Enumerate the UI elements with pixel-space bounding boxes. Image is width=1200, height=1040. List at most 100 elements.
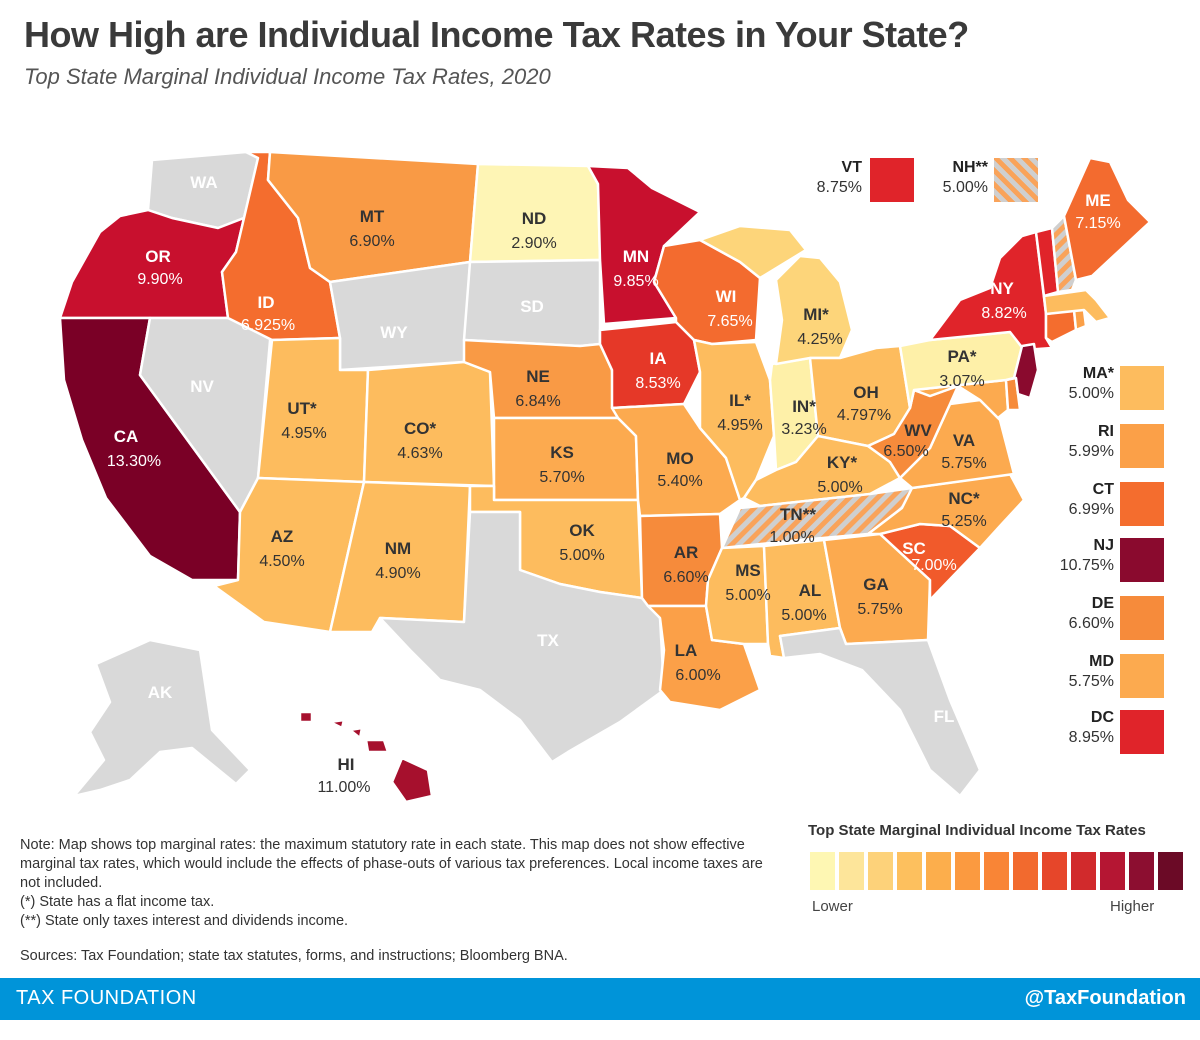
svg-text:9.90%: 9.90% [137,271,182,288]
svg-text:WY: WY [380,323,408,342]
legend-md-rate: 5.75% [1068,673,1114,690]
scale-cell [1129,852,1154,890]
state-label-MN: MN 9.85% [613,247,658,290]
scale-cell [1042,852,1067,890]
state-label-LA: LA 6.00% [675,641,721,684]
legend-ma-rate: 5.00% [1068,385,1114,402]
svg-text:HI: HI [338,755,355,774]
svg-text:5.00%: 5.00% [725,587,770,604]
state-IL[interactable] [692,338,776,502]
state-MI-UP[interactable] [698,224,808,280]
svg-text:7.15%: 7.15% [1075,215,1120,232]
state-label-NV: NV [190,377,214,396]
legend-de-label: DE [1091,595,1114,612]
svg-text:IA: IA [650,349,667,368]
legend-ri-label: RI [1098,423,1114,440]
state-label-TN: TN** 1.00% [769,505,816,546]
state-label-NE: NE 6.84% [515,367,560,410]
state-NJ[interactable] [1012,342,1040,400]
svg-text:WA: WA [190,173,217,192]
state-label-PA: PA* 3.07% [939,347,984,390]
svg-text:6.50%: 6.50% [883,443,928,460]
state-label-FL: FL [934,707,955,726]
svg-text:4.95%: 4.95% [281,425,326,442]
svg-text:5.75%: 5.75% [941,455,986,472]
svg-text:ID: ID [258,293,275,312]
state-FL[interactable] [778,626,982,798]
legend-de-swatch [1120,596,1164,640]
state-ME[interactable] [1062,156,1152,282]
state-label-WY: WY [380,323,408,342]
legend-ri: RI 5.99% [1048,422,1198,472]
state-label-TX: TX [537,631,559,650]
scale-cell [868,852,893,890]
state-RI[interactable] [1072,308,1088,332]
svg-text:LA: LA [675,641,698,660]
svg-text:5.00%: 5.00% [781,607,826,624]
legend-ct-swatch [1120,482,1164,526]
svg-text:NC*: NC* [948,489,980,508]
scale-cell [1013,852,1038,890]
svg-text:6.60%: 6.60% [663,569,708,586]
svg-text:SD: SD [520,297,544,316]
svg-text:TX: TX [537,631,559,650]
svg-text:OH: OH [853,383,879,402]
svg-text:PA*: PA* [948,347,977,366]
svg-text:UT*: UT* [287,399,317,418]
svg-text:OR: OR [145,247,171,266]
state-MA[interactable] [1042,288,1112,324]
state-WY[interactable] [328,260,472,372]
svg-text:9.85%: 9.85% [613,273,658,290]
state-label-WA: WA [190,173,217,192]
state-label-ND: ND 2.90% [511,209,556,252]
state-label-WV: WV 6.50% [883,421,932,460]
legend-ct-rate: 6.99% [1068,501,1114,518]
state-CO[interactable] [362,360,496,488]
scale-cell [1071,852,1096,890]
svg-text:5.00%: 5.00% [817,479,862,496]
state-MI[interactable] [774,254,854,366]
footer-brand: TAX FOUNDATION [16,987,197,1009]
scale-cell [984,852,1009,890]
state-label-AR: AR 6.60% [663,543,708,586]
legend-md-swatch [1120,654,1164,698]
svg-text:6.00%: 6.00% [675,667,720,684]
svg-text:NM: NM [385,539,411,558]
state-label-SD: SD [520,297,544,316]
state-NC[interactable] [866,472,1026,550]
legend-nh-swatch [994,158,1038,202]
svg-text:GA: GA [863,575,889,594]
scale-cell [897,852,922,890]
legend-dc-rate: 8.95% [1068,729,1114,746]
svg-text:VA: VA [953,431,975,450]
svg-text:FL: FL [934,707,955,726]
state-label-AK: AK [148,683,173,702]
svg-text:ME: ME [1085,191,1111,210]
state-TX[interactable] [378,510,666,764]
page-subtitle: Top State Marginal Individual Income Tax… [24,64,551,89]
svg-text:TN**: TN** [780,505,816,524]
state-HI[interactable] [298,710,434,804]
state-MS[interactable] [704,544,770,646]
legend-dc-label: DC [1090,709,1114,726]
state-label-NM: NM 4.90% [375,539,420,582]
state-NH[interactable] [1050,214,1078,294]
svg-text:4.797%: 4.797% [837,407,891,424]
state-label-IA: IA 8.53% [635,349,680,392]
state-CT[interactable] [1044,308,1078,344]
legend-ma: MA* 5.00% [1048,364,1198,414]
svg-text:6.925%: 6.925% [241,317,295,334]
legend-vt-rate: 8.75% [816,179,862,196]
svg-text:3.23%: 3.23% [781,421,826,438]
state-AK[interactable] [72,638,252,798]
state-label-OK: OK 5.00% [559,521,604,564]
state-label-IN: IN* 3.23% [781,397,826,438]
svg-text:6.84%: 6.84% [515,393,560,410]
svg-text:6.90%: 6.90% [349,233,394,250]
state-label-OR: OR 9.90% [137,247,182,288]
svg-text:MN: MN [623,247,649,266]
svg-text:ND: ND [522,209,547,228]
legend-nj: NJ 10.75% [1048,536,1198,586]
state-label-MT: MT 6.90% [349,207,394,250]
state-label-VA: VA 5.75% [941,431,986,472]
